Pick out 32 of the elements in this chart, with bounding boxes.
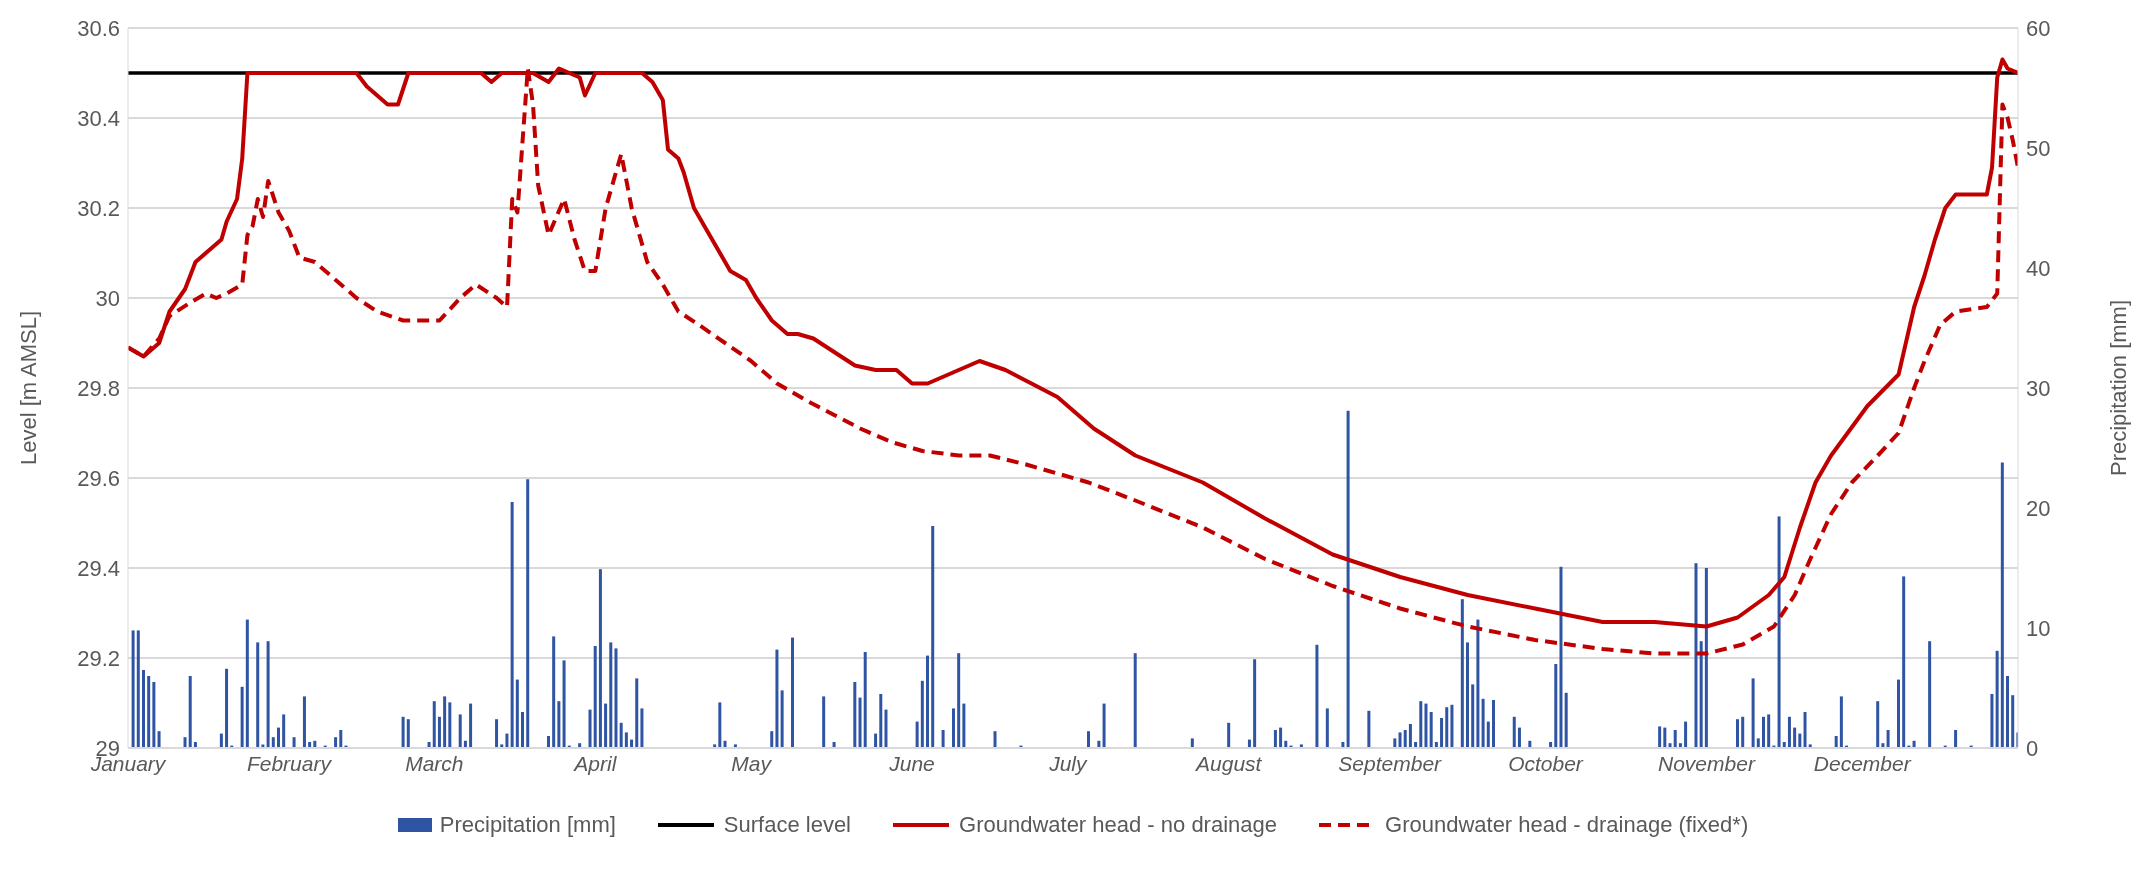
x-tick-label: July [1048, 751, 1088, 775]
x-tick-label: August [1194, 751, 1263, 775]
x-tick-label: September [1338, 751, 1443, 775]
y-tick-label: 29.4 [77, 555, 120, 581]
y-tick-label: 29.2 [77, 645, 120, 671]
x-tick-label: May [731, 751, 773, 775]
y-tick-label: 30 [95, 285, 120, 311]
x-tick-label: June [888, 751, 935, 775]
y2-tick-label: 10 [2026, 615, 2051, 641]
y2-axis-title: Precipitation [mm] [2105, 299, 2131, 477]
y2-tick-label: 60 [2026, 15, 2051, 41]
x-tick-label: October [1508, 751, 1584, 775]
x-tick-label: November [1658, 751, 1756, 775]
x-tick-label: April [572, 751, 618, 775]
y2-tick-label: 20 [2026, 495, 2051, 521]
legend-label: Precipitation [mm] [439, 812, 616, 838]
y2-tick-label: 0 [2026, 735, 2039, 761]
legend-label: Groundwater head - no drainage [959, 812, 1278, 838]
y-tick-label: 29.8 [77, 375, 120, 401]
y-tick-label: 29.6 [77, 465, 120, 491]
x-tick-label: March [405, 751, 464, 775]
y-axis-title: Level [m AMSL] [15, 310, 41, 466]
x-tick-label: December [1813, 751, 1912, 775]
y2-tick-label: 50 [2026, 135, 2051, 161]
y-tick-label: 30.6 [77, 15, 120, 41]
y2-tick-label: 40 [2026, 255, 2051, 281]
y-tick-label: 30.2 [77, 195, 120, 221]
legend-label: Surface level [723, 812, 852, 838]
x-tick-label: February [246, 751, 333, 775]
y2-tick-label: 30 [2026, 375, 2051, 401]
y-tick-label: 30.4 [77, 105, 120, 131]
legend-label: Groundwater head - drainage (fixed*) [1385, 812, 1749, 838]
